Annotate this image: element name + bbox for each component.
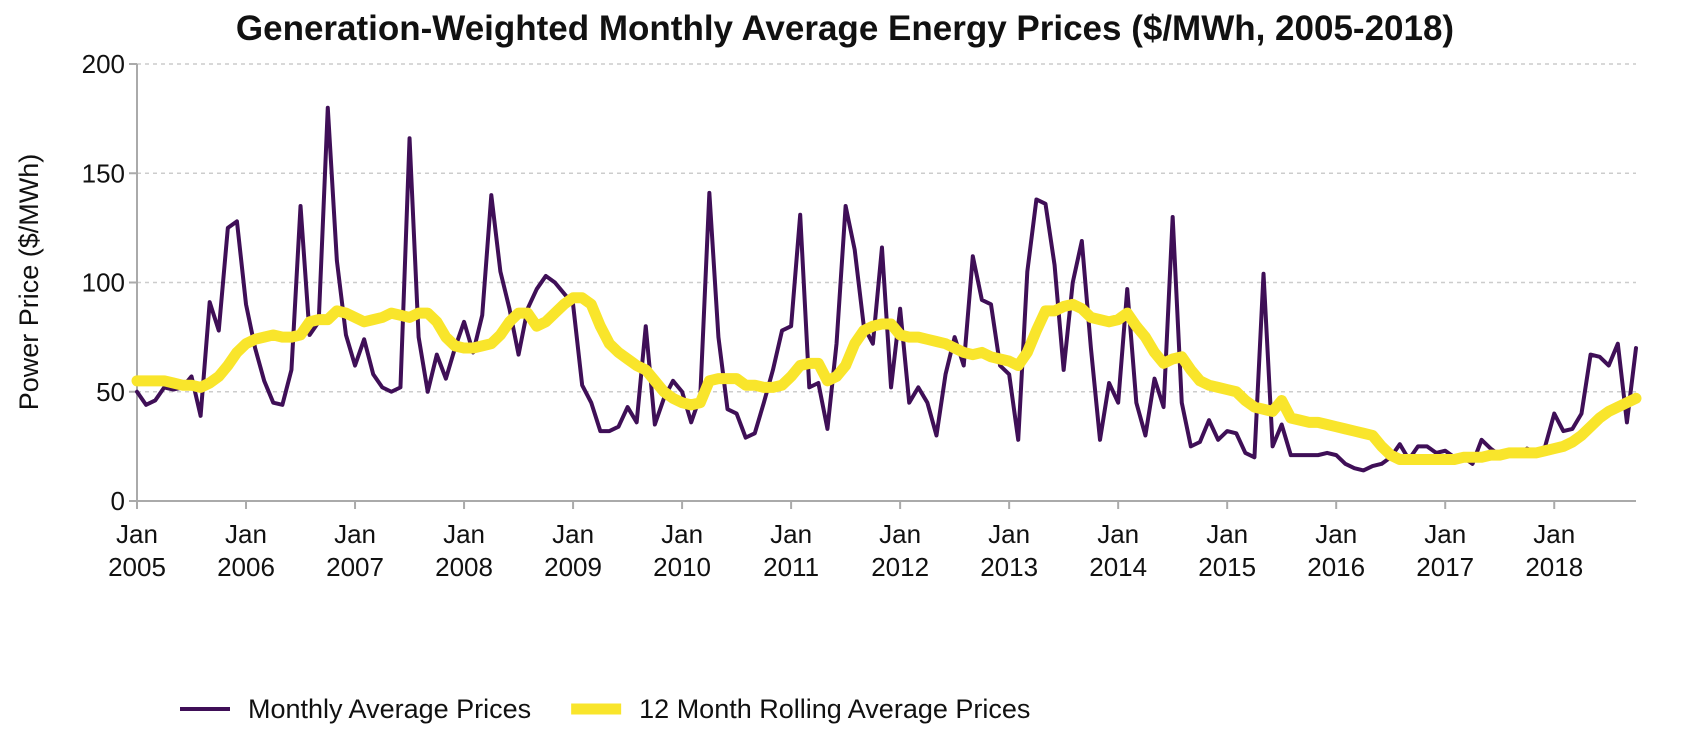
x-tick-label: Jan 2006 bbox=[217, 519, 275, 582]
x-tick-label: Jan 2012 bbox=[871, 519, 929, 582]
series-line bbox=[135, 105, 1638, 473]
x-tick-label: Jan 2010 bbox=[653, 519, 711, 582]
legend-label: Monthly Average Prices bbox=[248, 694, 531, 724]
x-tick-label: Jan 2011 bbox=[763, 519, 819, 582]
x-tick-label: Jan 2005 bbox=[108, 519, 166, 582]
x-tick-label: Jan 2017 bbox=[1416, 519, 1474, 582]
y-tick-label: 200 bbox=[82, 49, 125, 79]
x-tick-label: Jan 2014 bbox=[1089, 519, 1147, 582]
x-tick-label: Jan 2008 bbox=[435, 519, 493, 582]
x-tick-label: Jan 2015 bbox=[1198, 519, 1256, 582]
x-tick-label: Jan 2007 bbox=[326, 519, 384, 582]
y-tick-label: 0 bbox=[111, 486, 125, 516]
y-tick-label: 100 bbox=[82, 268, 125, 298]
y-axis-label: Power Price ($/MWh) bbox=[14, 154, 44, 411]
legend-label: 12 Month Rolling Average Prices bbox=[639, 694, 1030, 724]
legend: Monthly Average Prices 12 Month Rolling A… bbox=[180, 694, 1030, 724]
x-tick-label: Jan 2013 bbox=[980, 519, 1038, 582]
x-tick-label: Jan 2009 bbox=[544, 519, 602, 582]
series-line bbox=[131, 292, 1642, 465]
x-tick-label: Jan 2016 bbox=[1307, 519, 1365, 582]
y-tick-label: 150 bbox=[82, 158, 125, 188]
chart-title: Generation-Weighted Monthly Average Ener… bbox=[236, 9, 1454, 48]
y-tick-label: 50 bbox=[96, 377, 125, 407]
x-tick-label: Jan 2018 bbox=[1525, 519, 1583, 582]
